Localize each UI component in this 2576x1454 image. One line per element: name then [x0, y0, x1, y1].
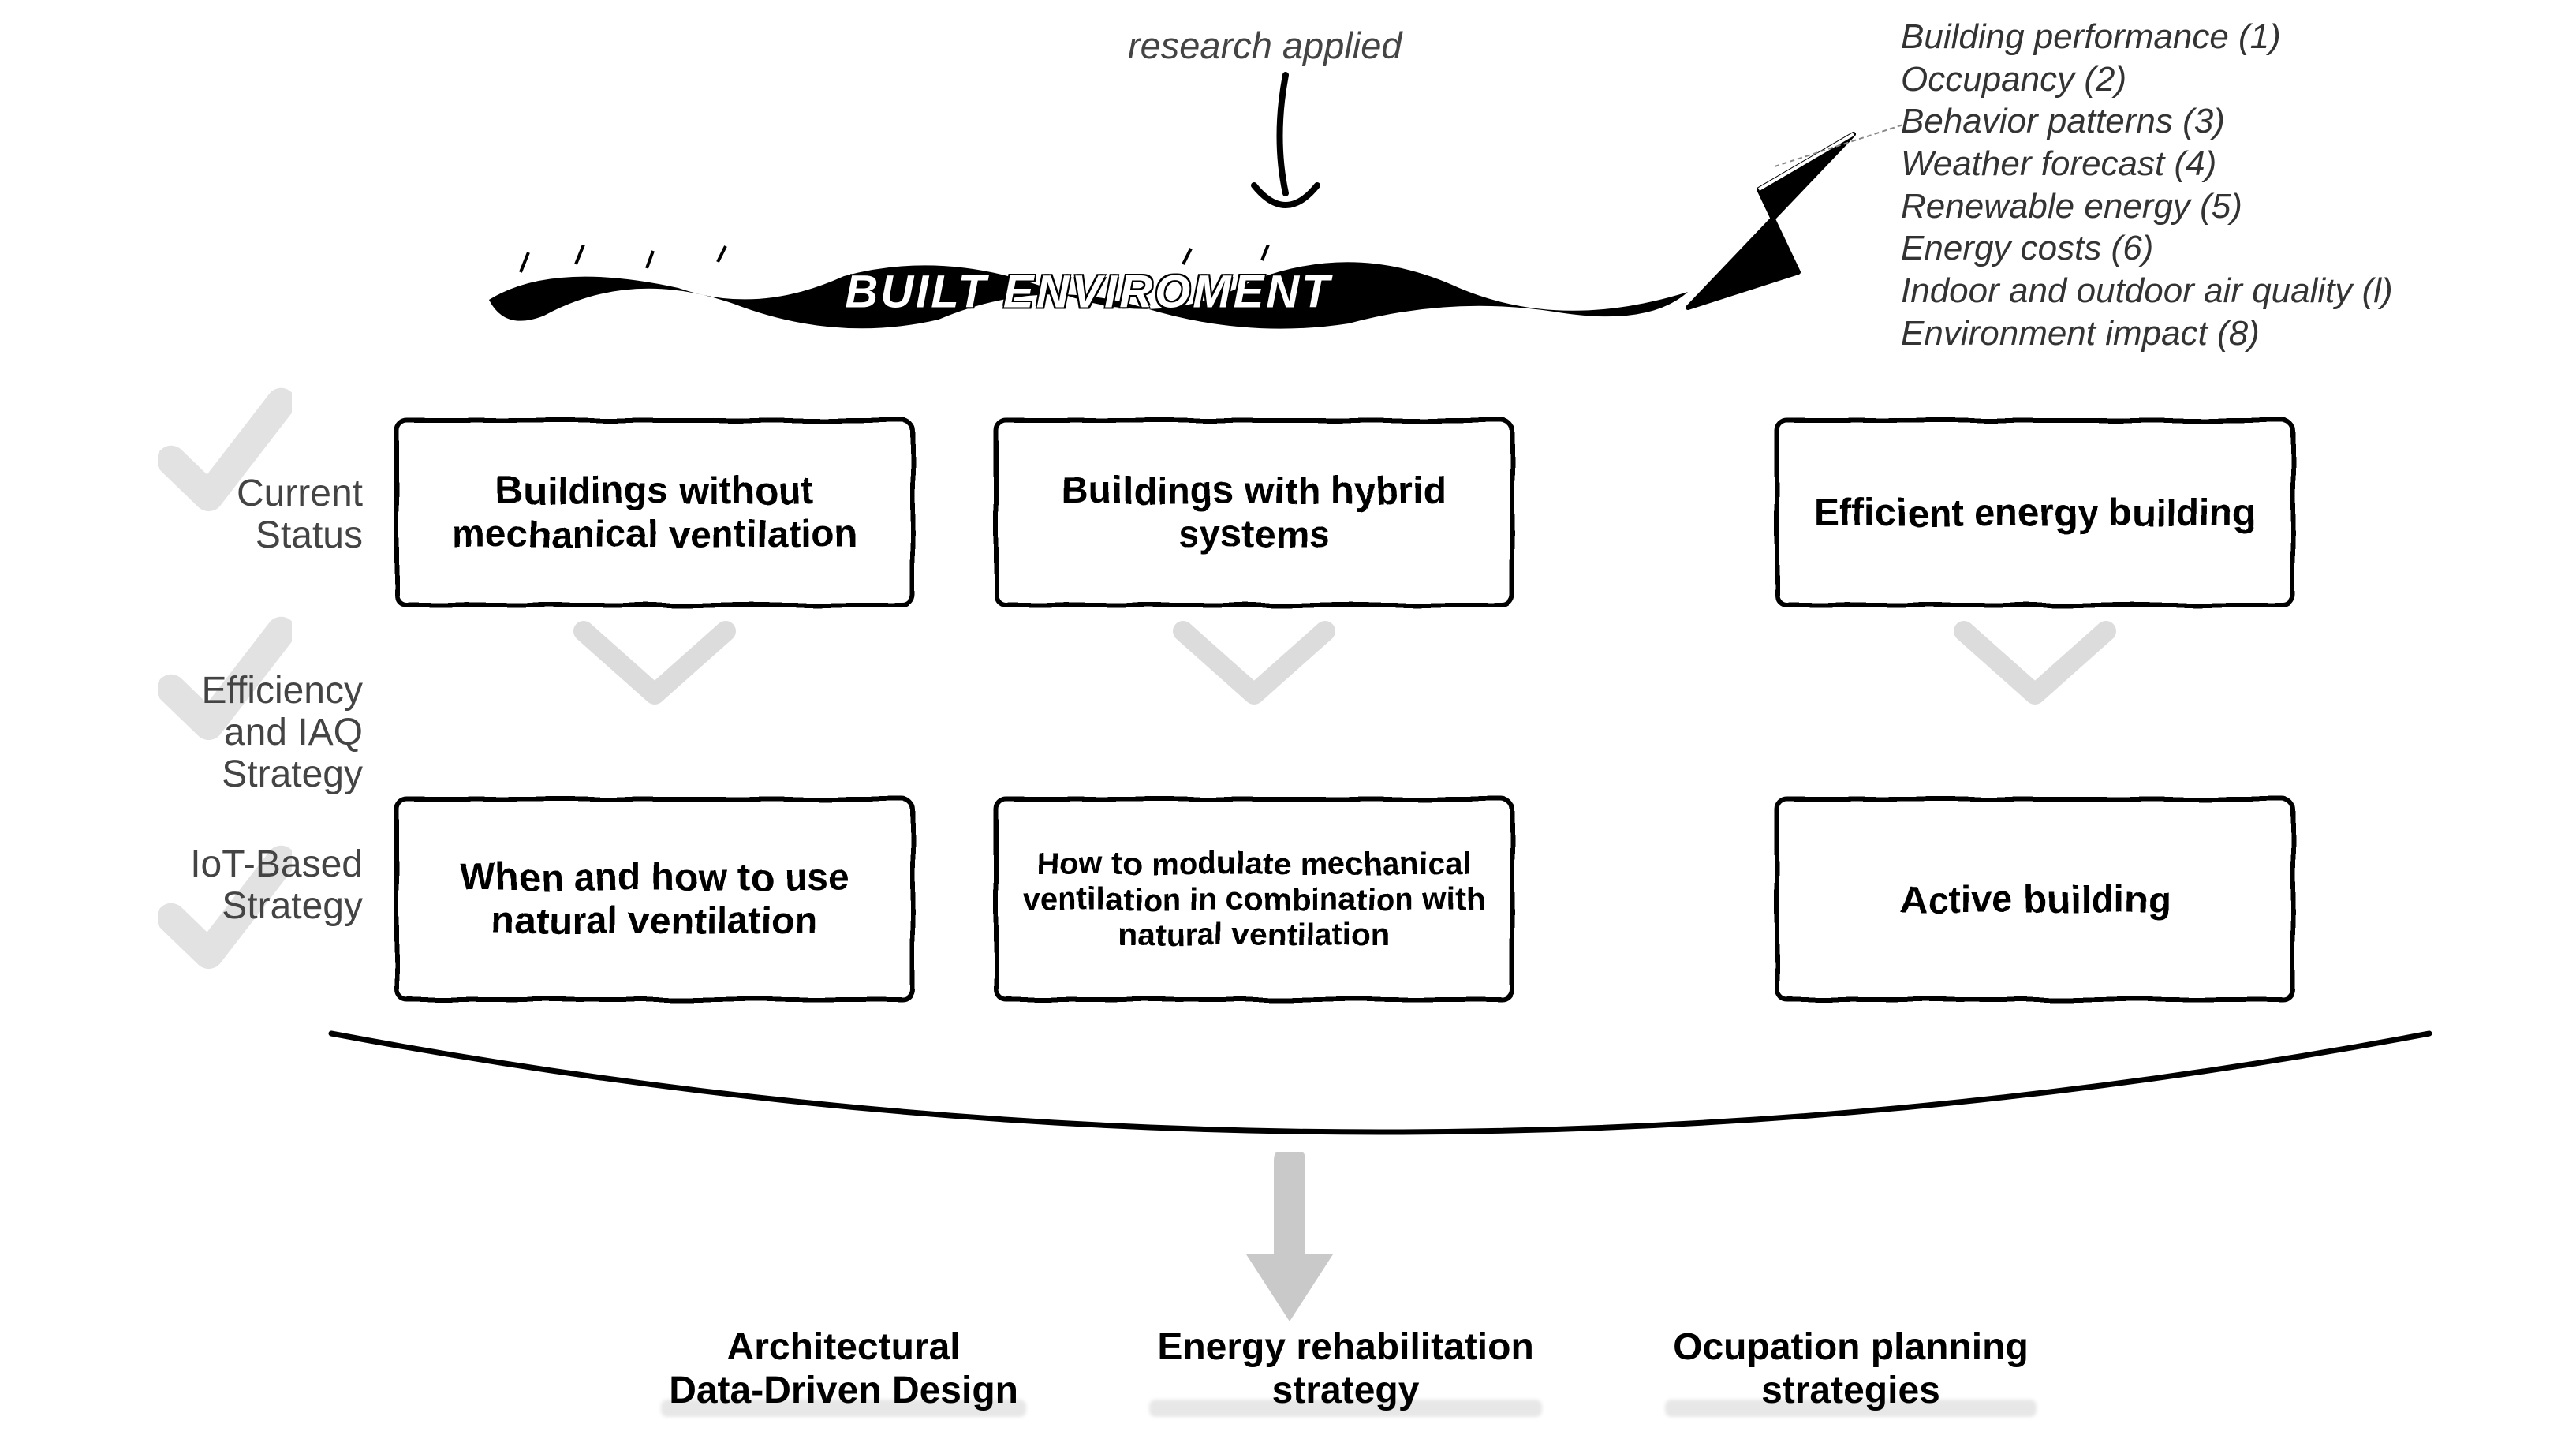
factor-item: Renewable energy (5): [1901, 185, 2393, 228]
factor-item: Building performance (1): [1901, 16, 2393, 58]
output-architectural: Architectural Data-Driven Design: [669, 1325, 1018, 1412]
box-buildings-no-mech: Buildings without mechanical ventilation: [394, 418, 915, 607]
factors-list: Building performance (1) Occupancy (2) B…: [1901, 16, 2393, 354]
factor-item: Energy costs (6): [1901, 227, 2393, 270]
box-active-building: Active building: [1775, 797, 2295, 1002]
box-buildings-hybrid: Buildings with hybrid systems: [994, 418, 1514, 607]
box-natural-vent: When and how to use natural ventilation: [394, 797, 915, 1002]
factor-item: Environment impact (8): [1901, 312, 2393, 355]
row-label-current-status: Current Status: [0, 473, 363, 557]
factor-item: Indoor and outdoor air quality (l): [1901, 270, 2393, 312]
factor-item: Weather forecast (4): [1901, 143, 2393, 185]
arrow-factors-icon: [1656, 126, 1893, 331]
box-modulate-vent: How to modulate mechanical ventilation i…: [994, 797, 1514, 1002]
brace-curve-icon: [315, 1026, 2445, 1183]
output-energy-rehab: Energy rehabilitation strategy: [1157, 1325, 1533, 1412]
box-efficient-building: Efficient energy building: [1775, 418, 2295, 607]
chevron-down-icon: [1167, 615, 1341, 718]
banner-built-environment: BUILT ENVIROMENT: [473, 245, 1704, 339]
factor-item: Occupancy (2): [1901, 58, 2393, 101]
research-applied-label: research applied: [1128, 24, 1402, 67]
factor-item: Behavior patterns (3): [1901, 100, 2393, 143]
arrow-outputs-down-icon: [1230, 1152, 1349, 1333]
chevron-down-icon: [568, 615, 741, 718]
outputs-row: Architectural Data-Driven Design Energy …: [599, 1325, 2098, 1412]
banner-title: BUILT ENVIROMENT: [845, 266, 1331, 319]
row-label-iot: IoT-Based Strategy: [0, 844, 363, 928]
arrow-research-down-icon: [1230, 67, 1341, 249]
output-occupation: Ocupation planning strategies: [1673, 1325, 2029, 1412]
chevron-down-icon: [1948, 615, 2122, 718]
row-label-efficiency: Efficiency and IAQ Strategy: [0, 671, 363, 795]
